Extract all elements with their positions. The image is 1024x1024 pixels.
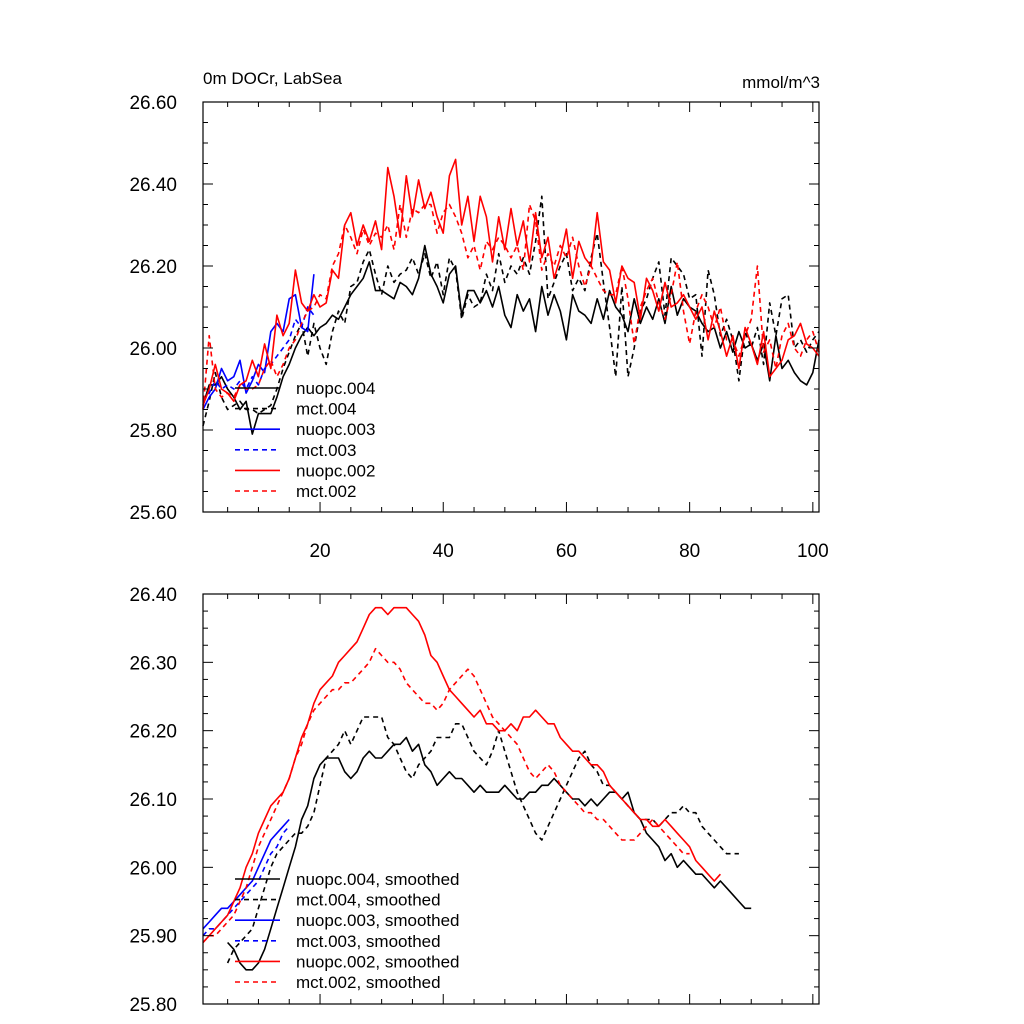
bottom-ytick-label: 26.30 bbox=[129, 653, 177, 674]
bottom-legend-label-4: nuopc.002, smoothed bbox=[296, 952, 460, 971]
top-legend-label-4: nuopc.002 bbox=[296, 461, 375, 480]
top-series-line-1 bbox=[202, 195, 820, 427]
top-legend-label-3: mct.003 bbox=[296, 441, 356, 460]
top-legend-label-1: mct.004 bbox=[296, 400, 356, 419]
chart-title: 0m DOCr, LabSea bbox=[203, 69, 342, 88]
top-xtick-label: 20 bbox=[309, 541, 330, 562]
bottom-series-line-3 bbox=[202, 825, 290, 937]
top-legend-label-2: nuopc.003 bbox=[296, 420, 375, 439]
top-ytick-label: 25.60 bbox=[129, 503, 177, 524]
top-legend-label-0: nuopc.004 bbox=[296, 379, 375, 398]
top-ytick-label: 26.00 bbox=[129, 339, 177, 360]
bottom-series-line-1 bbox=[226, 716, 739, 964]
bottom-series-line-5 bbox=[202, 647, 690, 944]
bottom-legend-label-5: mct.002, smoothed bbox=[296, 973, 441, 992]
top-xtick-label: 60 bbox=[556, 541, 577, 562]
top-xtick-label: 40 bbox=[433, 541, 454, 562]
bottom-legend-label-2: nuopc.003, smoothed bbox=[296, 911, 460, 930]
bottom-ytick-label: 26.10 bbox=[129, 790, 177, 811]
top-ytick-label: 26.60 bbox=[129, 93, 177, 114]
bottom-legend-label-1: mct.004, smoothed bbox=[296, 891, 441, 910]
bottom-ytick-label: 26.00 bbox=[129, 858, 177, 879]
bottom-axes: 25.80 25.90 26.00 26.10 26.20 26.30 26.40 bbox=[129, 585, 819, 1016]
bottom-series-line-4 bbox=[202, 606, 721, 944]
top-series-line-4 bbox=[202, 158, 820, 406]
top-ytick-label: 26.20 bbox=[129, 257, 177, 278]
bottom-ytick-label: 26.20 bbox=[129, 722, 177, 743]
top-legend-label-5: mct.002 bbox=[296, 482, 356, 501]
bottom-ytick-label: 25.90 bbox=[129, 927, 177, 948]
top-series-lines bbox=[202, 158, 820, 435]
units-label: mmol/m^3 bbox=[742, 73, 820, 92]
top-series-line-2 bbox=[202, 274, 315, 410]
top-panel: 0m DOCr, LabSea mmol/m^3 25.60 25.80 26.00… bbox=[129, 69, 828, 562]
top-series-line-5 bbox=[202, 203, 820, 410]
bottom-series-lines bbox=[202, 606, 752, 971]
bottom-panel: 25.80 25.90 26.00 26.10 26.20 26.30 26.40 nuop… bbox=[129, 585, 820, 1016]
top-ytick-label: 26.40 bbox=[129, 175, 177, 196]
bottom-ytick-label: 26.40 bbox=[129, 585, 177, 606]
top-xtick-label: 100 bbox=[797, 541, 829, 562]
bottom-ytick-label: 25.80 bbox=[129, 995, 177, 1016]
top-axes: 25.60 25.80 26.00 26.20 26.40 26.60 20 40 60 80 10… bbox=[129, 93, 828, 562]
top-xtick-label: 80 bbox=[679, 541, 700, 562]
top-series-line-3 bbox=[202, 306, 315, 402]
top-ytick-label: 25.80 bbox=[129, 421, 177, 442]
bottom-legend-label-0: nuopc.004, smoothed bbox=[296, 870, 460, 889]
bottom-legend-label-3: mct.003, smoothed bbox=[296, 932, 441, 951]
bottom-series-line-0 bbox=[227, 736, 752, 971]
